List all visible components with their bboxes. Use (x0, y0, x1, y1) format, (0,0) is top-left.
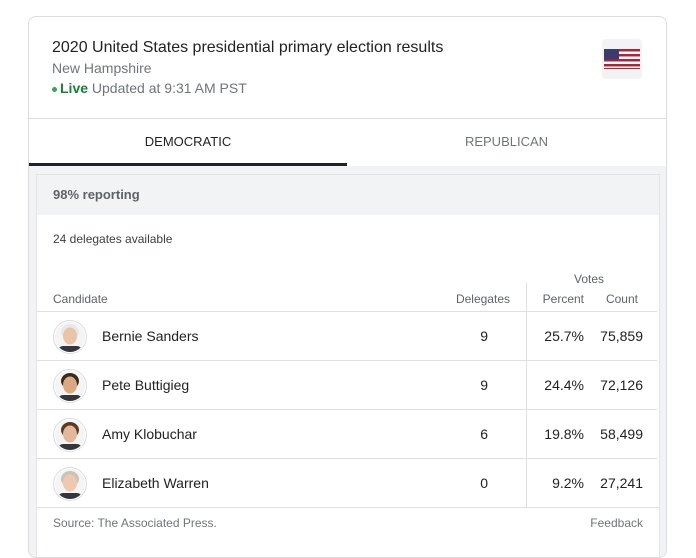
delegates-available: 24 delegates available (53, 232, 173, 246)
decoration (55, 371, 85, 401)
decoration (55, 322, 85, 352)
count: 72,126 (600, 377, 643, 393)
avatar (53, 467, 87, 501)
candidate-row: Pete Buttigieg 9 24.4% 72,126 (37, 360, 657, 410)
avatar (53, 320, 87, 354)
candidate-name: Elizabeth Warren (102, 475, 209, 491)
live-dot (52, 86, 57, 92)
delegates: 9 (480, 328, 488, 344)
decoration (604, 49, 640, 52)
column-header: Count (605, 292, 638, 306)
decoration (55, 420, 85, 450)
flag (602, 39, 642, 79)
results-panel: 98% reporting 24 delegates available Vot… (36, 174, 660, 557)
count: 27,241 (600, 475, 643, 491)
decoration (63, 474, 77, 492)
decoration (604, 68, 640, 69)
results-card: 2020 United States presidential primary … (28, 16, 667, 558)
count: 75,859 (600, 328, 643, 344)
delegates: 9 (480, 377, 488, 393)
candidate-name: Bernie Sanders (102, 328, 199, 344)
feedback[interactable]: Feedback (590, 516, 643, 530)
decoration (526, 282, 527, 507)
percent: 9.2% (552, 475, 584, 491)
decoration (604, 49, 619, 60)
source: Source: The Associated Press. (53, 516, 217, 530)
decoration (37, 175, 659, 215)
decoration (58, 493, 82, 499)
decoration (58, 346, 82, 352)
decoration (29, 118, 666, 119)
avatar (53, 418, 87, 452)
column-header: Delegates (455, 292, 510, 306)
decoration (63, 425, 77, 443)
candidate-row: Amy Klobuchar 6 19.8% 58,499 (37, 409, 657, 459)
votes-header: Votes (574, 272, 605, 286)
decoration (29, 163, 347, 166)
candidate-row: Elizabeth Warren 0 9.2% 27,241 (37, 458, 657, 508)
tab-republican[interactable]: REPUBLICAN (464, 134, 549, 149)
live: Live (60, 80, 89, 96)
decoration (604, 64, 640, 67)
column-header: Percent (542, 292, 584, 306)
decoration (58, 395, 82, 401)
candidate-name: Amy Klobuchar (102, 426, 197, 442)
decoration (55, 469, 85, 499)
panel-bg: 98% reporting 24 delegates available Vot… (29, 166, 666, 557)
delegates: 6 (480, 426, 488, 442)
subtitle: New Hampshire (52, 60, 152, 76)
count: 58,499 (600, 426, 643, 442)
avatar (53, 369, 87, 403)
candidate-name: Pete Buttigieg (102, 377, 190, 393)
decoration (37, 507, 659, 508)
decoration (63, 376, 77, 394)
percent: 25.7% (544, 328, 584, 344)
decoration (63, 327, 77, 345)
live-line: Live Updated at 9:31 AM PST (52, 80, 247, 96)
tab-democratic[interactable]: DEMOCRATIC (144, 134, 232, 149)
title: 2020 United States presidential primary … (52, 39, 444, 56)
percent: 24.4% (544, 377, 584, 393)
reporting: 98% reporting (53, 187, 140, 202)
candidate-row: Bernie Sanders 9 25.7% 75,859 (37, 311, 657, 361)
decoration (604, 49, 640, 69)
column-header: Candidate (53, 292, 108, 306)
decoration (58, 444, 82, 450)
percent: 19.8% (544, 426, 584, 442)
delegates: 0 (480, 475, 488, 491)
updated: Updated at 9:31 AM PST (91, 80, 247, 96)
decoration (604, 59, 640, 62)
decoration (604, 54, 640, 57)
